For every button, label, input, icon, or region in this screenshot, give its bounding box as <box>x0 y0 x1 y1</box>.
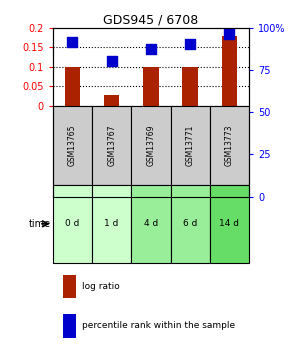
Text: 0 d: 0 d <box>65 219 80 228</box>
FancyBboxPatch shape <box>210 106 249 185</box>
Bar <box>63 275 76 298</box>
FancyBboxPatch shape <box>171 185 210 263</box>
Point <box>188 60 193 66</box>
Bar <box>63 314 76 338</box>
FancyBboxPatch shape <box>171 106 210 185</box>
Text: 14 d: 14 d <box>219 219 239 228</box>
Text: GSM13765: GSM13765 <box>68 125 77 166</box>
Point <box>109 97 114 102</box>
Text: GSM13771: GSM13771 <box>186 125 195 166</box>
Text: time: time <box>29 219 51 229</box>
Text: GSM13767: GSM13767 <box>107 125 116 166</box>
FancyBboxPatch shape <box>53 185 92 263</box>
Text: 4 d: 4 d <box>144 219 158 228</box>
FancyBboxPatch shape <box>53 106 92 185</box>
Title: GDS945 / 6708: GDS945 / 6708 <box>103 13 199 27</box>
Text: 1 d: 1 d <box>104 219 119 228</box>
Text: GSM13773: GSM13773 <box>225 125 234 166</box>
Bar <box>143 112 159 197</box>
Text: GSM13769: GSM13769 <box>146 125 155 166</box>
Point <box>70 56 75 62</box>
Text: log ratio: log ratio <box>82 282 120 291</box>
Bar <box>222 46 237 197</box>
Text: percentile rank within the sample: percentile rank within the sample <box>82 321 235 331</box>
FancyBboxPatch shape <box>210 185 249 263</box>
FancyBboxPatch shape <box>131 185 171 263</box>
Bar <box>64 112 80 197</box>
Bar <box>182 112 198 197</box>
FancyBboxPatch shape <box>92 106 131 185</box>
FancyBboxPatch shape <box>131 106 171 185</box>
Point <box>149 71 153 77</box>
FancyBboxPatch shape <box>92 185 131 263</box>
Bar <box>104 173 120 197</box>
Point <box>227 39 232 45</box>
Text: 6 d: 6 d <box>183 219 197 228</box>
